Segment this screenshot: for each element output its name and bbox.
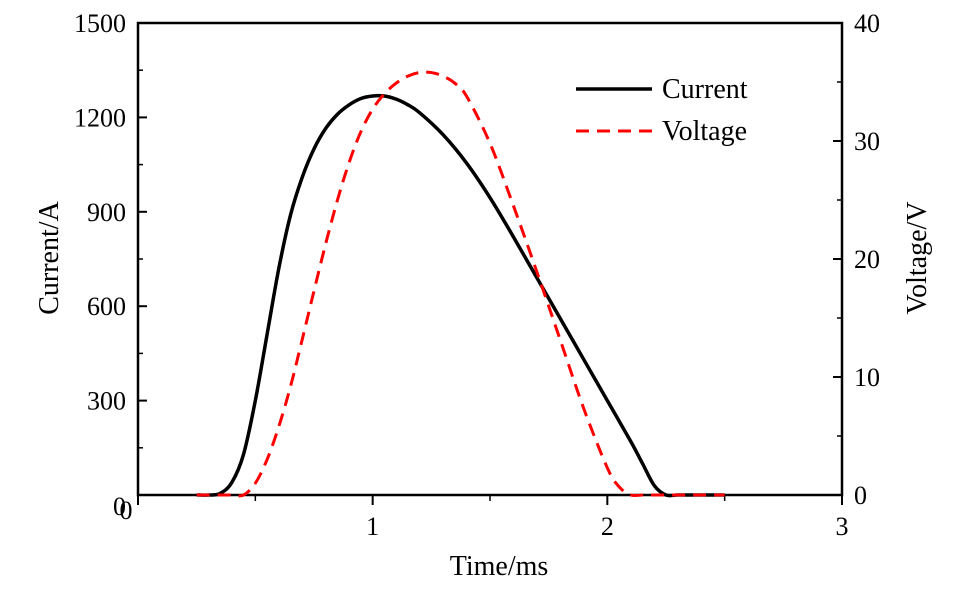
left-tick-label: 900 <box>87 198 126 227</box>
right-tick-label: 10 <box>854 363 880 392</box>
series-line-voltage <box>196 70 725 498</box>
x-axis-ticks: 0 1 2 3 <box>120 495 849 541</box>
right-axis-title: Voltage/V <box>902 201 933 314</box>
legend-current-label: Current <box>662 74 748 105</box>
left-tick-label: 300 <box>87 387 126 416</box>
left-tick-label: 600 <box>87 292 126 321</box>
left-tick-label: 0 <box>113 492 126 521</box>
legend: Current Voltage <box>576 74 748 147</box>
right-tick-label: 0 <box>854 481 867 510</box>
left-tick-label: 1500 <box>74 9 126 38</box>
legend-voltage-label: Voltage <box>662 116 747 147</box>
right-tick-label: 20 <box>854 245 880 274</box>
x-tick-label: 3 <box>836 512 849 541</box>
x-tick-label: 1 <box>366 512 379 541</box>
right-axis-ticks: 0 10 20 30 40 <box>833 9 880 510</box>
right-tick-label: 30 <box>854 127 880 156</box>
x-tick-label: 0 <box>120 496 133 525</box>
left-axis-title: Current/A <box>34 200 65 314</box>
series-layer <box>196 70 725 498</box>
series-line-current <box>196 93 725 498</box>
left-axis-ticks: 0 300 600 900 1200 1500 <box>74 9 147 521</box>
x-axis-title: Time/ms <box>450 551 549 582</box>
left-tick-label: 1200 <box>74 103 126 132</box>
x-tick-label: 2 <box>601 512 614 541</box>
right-tick-label: 40 <box>854 9 880 38</box>
